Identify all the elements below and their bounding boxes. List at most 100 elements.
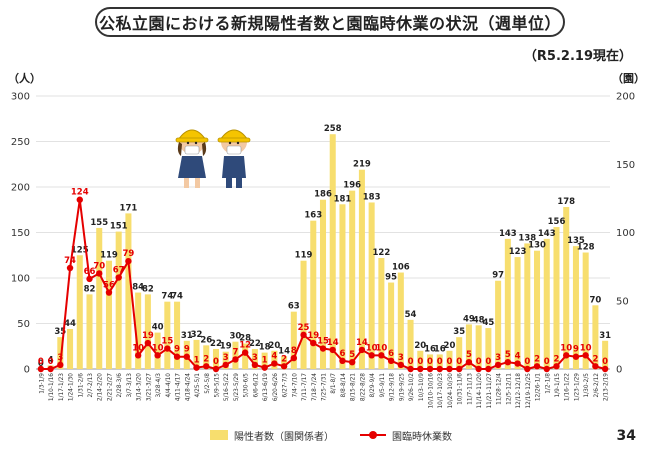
x-tick-label: 1/17-1/23 xyxy=(59,373,65,401)
bar xyxy=(388,282,395,369)
bar-value-label: 181 xyxy=(334,194,352,204)
bar-value-label: 156 xyxy=(548,217,566,227)
bar-value-label: 18 xyxy=(259,343,271,353)
closure-value-label: 2 xyxy=(203,354,209,364)
x-tick-label: 1/9-1/15 xyxy=(555,373,561,398)
closure-point xyxy=(329,346,336,354)
x-tick-label: 12/12-12/18 xyxy=(516,373,522,409)
x-tick-label: 4/18-4/24 xyxy=(185,373,191,401)
closure-value-label: 6 xyxy=(388,349,394,359)
bar xyxy=(86,294,93,369)
legend-item-bar: 陽性者数（園関係者） xyxy=(210,428,334,443)
x-tick-label: 3/14-3/20 xyxy=(137,373,143,401)
bar xyxy=(465,324,472,369)
x-tick-label: 10/31-11/6 xyxy=(458,373,464,405)
closure-point xyxy=(105,289,113,296)
bar xyxy=(349,190,356,369)
closure-point xyxy=(57,361,64,369)
closure-point xyxy=(475,365,482,373)
bar-value-label: 20 xyxy=(268,341,280,351)
x-tick-label: 9/19-9/25 xyxy=(399,373,405,401)
closure-point xyxy=(222,361,229,369)
closure-value-label: 2 xyxy=(592,354,598,364)
closure-value-label: 0 xyxy=(48,357,54,367)
closure-point xyxy=(358,346,366,354)
legend-item-line: 園臨時休業数 xyxy=(360,428,452,443)
bar xyxy=(174,301,181,369)
bar xyxy=(572,246,579,369)
x-tick-label: 3/21-3/27 xyxy=(146,373,152,401)
closure-value-label: 7 xyxy=(232,347,238,357)
closure-value-label: 9 xyxy=(184,345,190,355)
closure-point xyxy=(251,361,259,369)
y-right-tick-label: 0 xyxy=(616,365,622,376)
x-tick-label: 2/13-2/19 xyxy=(604,373,610,401)
closure-value-label: 74 xyxy=(64,256,76,266)
x-tick-label: 7/11-7/17 xyxy=(302,373,308,401)
closure-value-label: 10 xyxy=(366,343,378,353)
bar-value-label: 125 xyxy=(71,245,89,255)
bar xyxy=(485,328,492,369)
x-tick-label: 11/14-11/20 xyxy=(477,373,483,409)
closure-point xyxy=(164,345,171,352)
bar-value-label: 122 xyxy=(372,248,390,258)
bar xyxy=(504,238,511,369)
bar xyxy=(475,325,482,369)
closure-point xyxy=(290,354,298,362)
bar xyxy=(378,257,385,369)
bar-value-label: 32 xyxy=(191,330,203,340)
bar xyxy=(232,341,239,369)
x-tick-label: 6/6-6/12 xyxy=(253,373,259,398)
y-right-tick-label: 150 xyxy=(616,160,635,171)
bar xyxy=(582,252,589,369)
closure-value-label: 3 xyxy=(57,353,63,363)
x-tick-label: 2/7-2/13 xyxy=(88,373,94,398)
closure-value-label: 3 xyxy=(398,353,404,363)
bar xyxy=(397,272,404,369)
bar-value-label: 196 xyxy=(343,181,361,191)
x-tick-label: 11/7-11/13 xyxy=(467,373,473,405)
x-tick-label: 7/18-7/24 xyxy=(312,373,318,401)
closure-point xyxy=(37,365,45,373)
legend-swatch-bar xyxy=(210,430,228,440)
bar xyxy=(271,350,278,369)
closure-point xyxy=(76,196,83,203)
page-title: 公私立園における新規陽性者数と園臨時休業の状況（週単位） xyxy=(95,7,565,37)
x-tick-label: 1/31-2/6 xyxy=(78,373,84,398)
bar-value-label: 74 xyxy=(171,292,183,302)
closure-point xyxy=(553,363,560,370)
x-tick-label: 8/22-8/28 xyxy=(360,373,366,401)
y-left-tick-label: 200 xyxy=(11,183,30,194)
x-tick-label: 9/12-9/18 xyxy=(390,373,396,401)
bar-value-label: 35 xyxy=(54,327,66,337)
x-tick-label: 1/24-1/30 xyxy=(69,373,75,401)
closure-point xyxy=(66,264,74,272)
closure-point xyxy=(436,365,443,373)
x-tick-label: 6/13-6/19 xyxy=(263,373,269,401)
closure-value-label: 19 xyxy=(142,331,154,341)
bar-value-label: 45 xyxy=(482,318,494,328)
bar xyxy=(164,301,171,369)
bar xyxy=(115,231,122,369)
bar-value-label: 186 xyxy=(314,190,332,200)
closure-value-label: 0 xyxy=(437,357,443,367)
bar xyxy=(96,227,103,369)
closure-value-label: 0 xyxy=(476,357,482,367)
bar xyxy=(602,340,609,369)
closure-point xyxy=(601,365,609,373)
bar xyxy=(446,350,453,369)
bar-value-label: 44 xyxy=(64,319,76,329)
closure-point xyxy=(446,365,453,373)
bar-value-label: 74 xyxy=(161,292,173,302)
closure-value-label: 0 xyxy=(602,357,608,367)
x-tick-label: 9/5-9/11 xyxy=(380,373,386,398)
closure-point xyxy=(271,360,278,367)
bar-value-label: 20 xyxy=(414,341,426,351)
closure-value-label: 12 xyxy=(239,341,251,351)
bar-value-label: 128 xyxy=(577,243,595,253)
bar-value-label: 16 xyxy=(434,344,446,354)
bar xyxy=(543,238,550,369)
bar xyxy=(358,169,365,369)
closure-point xyxy=(387,357,395,365)
